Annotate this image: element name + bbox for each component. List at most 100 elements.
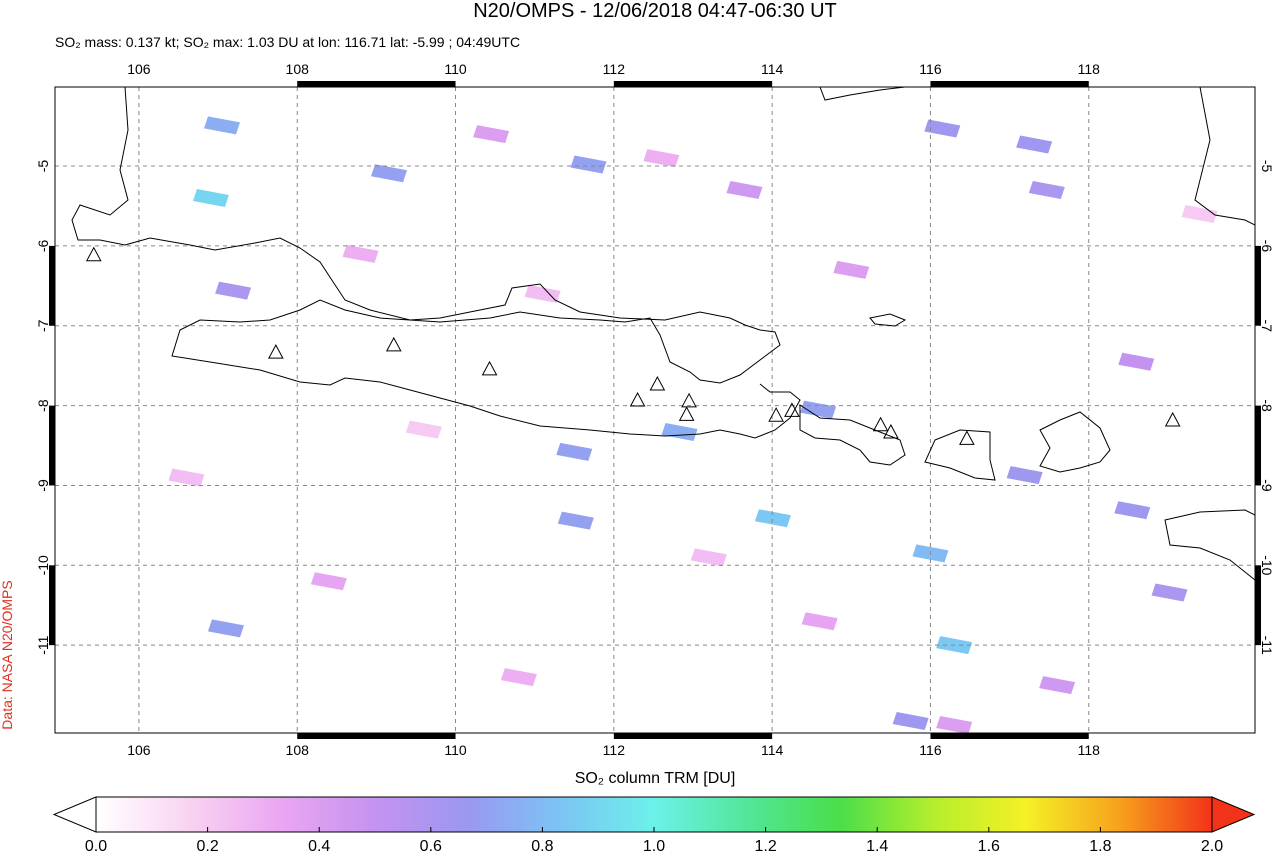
frame-band bbox=[613, 733, 773, 739]
so2-pixel bbox=[570, 155, 607, 174]
x-tick-label-top: 106 bbox=[127, 61, 151, 77]
so2-pixel bbox=[473, 125, 510, 144]
colorbar-tick-label: 1.4 bbox=[866, 838, 888, 853]
so2-pixel bbox=[207, 619, 244, 638]
colorbar-arrow-high bbox=[1211, 796, 1256, 833]
volcano-marker bbox=[959, 430, 975, 445]
subtitle: SO₂ mass: 0.137 kt; SO₂ max: 1.03 DU at … bbox=[55, 34, 520, 50]
frame-band bbox=[1255, 405, 1261, 486]
colorbar-tick-label: 0.6 bbox=[420, 838, 442, 853]
so2-pixel bbox=[924, 119, 961, 138]
colorbar-scale bbox=[95, 796, 1213, 833]
y-tick-label-right: -6 bbox=[1259, 240, 1272, 253]
x-tick-label-bottom: 118 bbox=[1078, 742, 1101, 758]
so2-pixel bbox=[524, 284, 561, 303]
x-tick-label-top: 114 bbox=[761, 61, 784, 77]
y-tick-label-right: -5 bbox=[1259, 160, 1272, 173]
so2-pixel bbox=[661, 422, 698, 441]
y-tick-label-left: -6 bbox=[35, 239, 51, 252]
colorbar-tick-label: 2.0 bbox=[1201, 838, 1223, 853]
volcano-marker bbox=[768, 407, 784, 422]
volcano-marker bbox=[678, 406, 695, 421]
so2-pixel bbox=[892, 712, 929, 731]
colorbar-tick-label: 1.0 bbox=[643, 838, 665, 853]
volcano-marker bbox=[681, 392, 697, 408]
volcano-marker bbox=[481, 360, 498, 376]
y-tick-label-left: -7 bbox=[35, 319, 51, 332]
x-tick-label-bottom: 110 bbox=[444, 742, 467, 758]
so2-pixel bbox=[1006, 466, 1043, 485]
colorbar-label: SO₂ column TRM [DU] bbox=[575, 770, 736, 787]
y-tick-label-left: -10 bbox=[35, 555, 51, 575]
x-tick-label-top: 110 bbox=[444, 61, 467, 77]
title: N20/OMPS - 12/06/2018 04:47-06:30 UT bbox=[473, 0, 837, 22]
so2-pixel bbox=[801, 612, 838, 631]
volcano-marker bbox=[872, 416, 889, 432]
y-tick-label-right: -10 bbox=[1259, 555, 1272, 575]
so2-pixel bbox=[500, 668, 537, 687]
so2-pixel bbox=[1028, 181, 1065, 200]
y-tick-label-left: -9 bbox=[35, 479, 51, 492]
frame-band bbox=[1255, 565, 1261, 646]
volcano-marker bbox=[268, 344, 284, 359]
x-tick-label-top: 116 bbox=[919, 61, 942, 77]
so2-pixel bbox=[643, 149, 680, 168]
x-tick-label-top: 108 bbox=[286, 61, 310, 77]
frame-band bbox=[930, 733, 1089, 739]
credit: Data: NASA N20/OMPS bbox=[0, 580, 15, 729]
colorbar-tick-label: 1.6 bbox=[978, 838, 1000, 853]
so2-pixel bbox=[215, 281, 252, 300]
volcano-marker bbox=[649, 375, 666, 391]
so2-pixel bbox=[833, 260, 870, 279]
volcano-marker bbox=[1164, 411, 1181, 427]
colorbar-tick-label: 0.2 bbox=[196, 838, 218, 853]
so2-pixel bbox=[754, 509, 791, 528]
frame-band bbox=[297, 81, 456, 87]
y-tick-label-right: -11 bbox=[1259, 636, 1272, 655]
x-tick-label-bottom: 114 bbox=[761, 742, 784, 758]
y-tick-label-left: -5 bbox=[35, 160, 51, 173]
grid bbox=[55, 87, 1255, 733]
coastlines bbox=[71, 87, 1255, 581]
so2-pixel bbox=[556, 442, 593, 461]
y-tick-label-right: -8 bbox=[1259, 399, 1272, 412]
colorbar-tick-label: 0.4 bbox=[308, 838, 330, 853]
y-tick-label-right: -7 bbox=[1259, 320, 1272, 333]
frame-band bbox=[49, 565, 55, 646]
y-tick-label-left: -8 bbox=[35, 399, 51, 412]
colorbar-arrow-low bbox=[52, 796, 97, 833]
so2-pixel bbox=[726, 181, 763, 200]
so2-pixel bbox=[1039, 676, 1076, 695]
axes: 106 106 108 108 110 110 112 112 114 114 116 116 118 1… bbox=[35, 61, 1272, 758]
volcanoes bbox=[85, 246, 1181, 445]
x-tick-label-bottom: 108 bbox=[286, 742, 310, 758]
so2-layer bbox=[168, 116, 1218, 733]
so2-pixel bbox=[1114, 501, 1151, 520]
so2-pixel bbox=[310, 572, 347, 591]
colorbar-tick-label: 0.8 bbox=[531, 838, 553, 853]
frame-band bbox=[613, 81, 773, 87]
volcano-marker bbox=[629, 391, 646, 407]
frame-band bbox=[49, 405, 55, 486]
x-tick-label-bottom: 116 bbox=[919, 742, 942, 758]
so2-pixel bbox=[405, 420, 442, 439]
x-tick-label-bottom: 106 bbox=[127, 742, 151, 758]
so2-pixel bbox=[204, 116, 241, 135]
so2-pixel bbox=[557, 511, 594, 530]
x-tick-label-top: 112 bbox=[603, 61, 626, 77]
colorbar-tick-label: 0.0 bbox=[85, 838, 107, 853]
so2-pixel bbox=[342, 244, 379, 263]
colorbar: 0.0 0.2 0.4 0.6 0.8 1.0 1.2 1.4 1.6 1.8 2.0 bbox=[52, 796, 1256, 855]
so2-pixel bbox=[1181, 204, 1218, 223]
frame-band bbox=[297, 733, 456, 739]
so2-pixel bbox=[1151, 583, 1188, 602]
so2-pixel bbox=[371, 164, 408, 183]
so2-pixel bbox=[936, 716, 973, 733]
so2-pixel bbox=[690, 548, 727, 567]
so2-pixel bbox=[192, 188, 229, 207]
frame-band bbox=[930, 81, 1089, 87]
frame-band bbox=[49, 245, 55, 326]
so2-pixel bbox=[1118, 352, 1155, 371]
frame-band bbox=[1255, 245, 1261, 326]
